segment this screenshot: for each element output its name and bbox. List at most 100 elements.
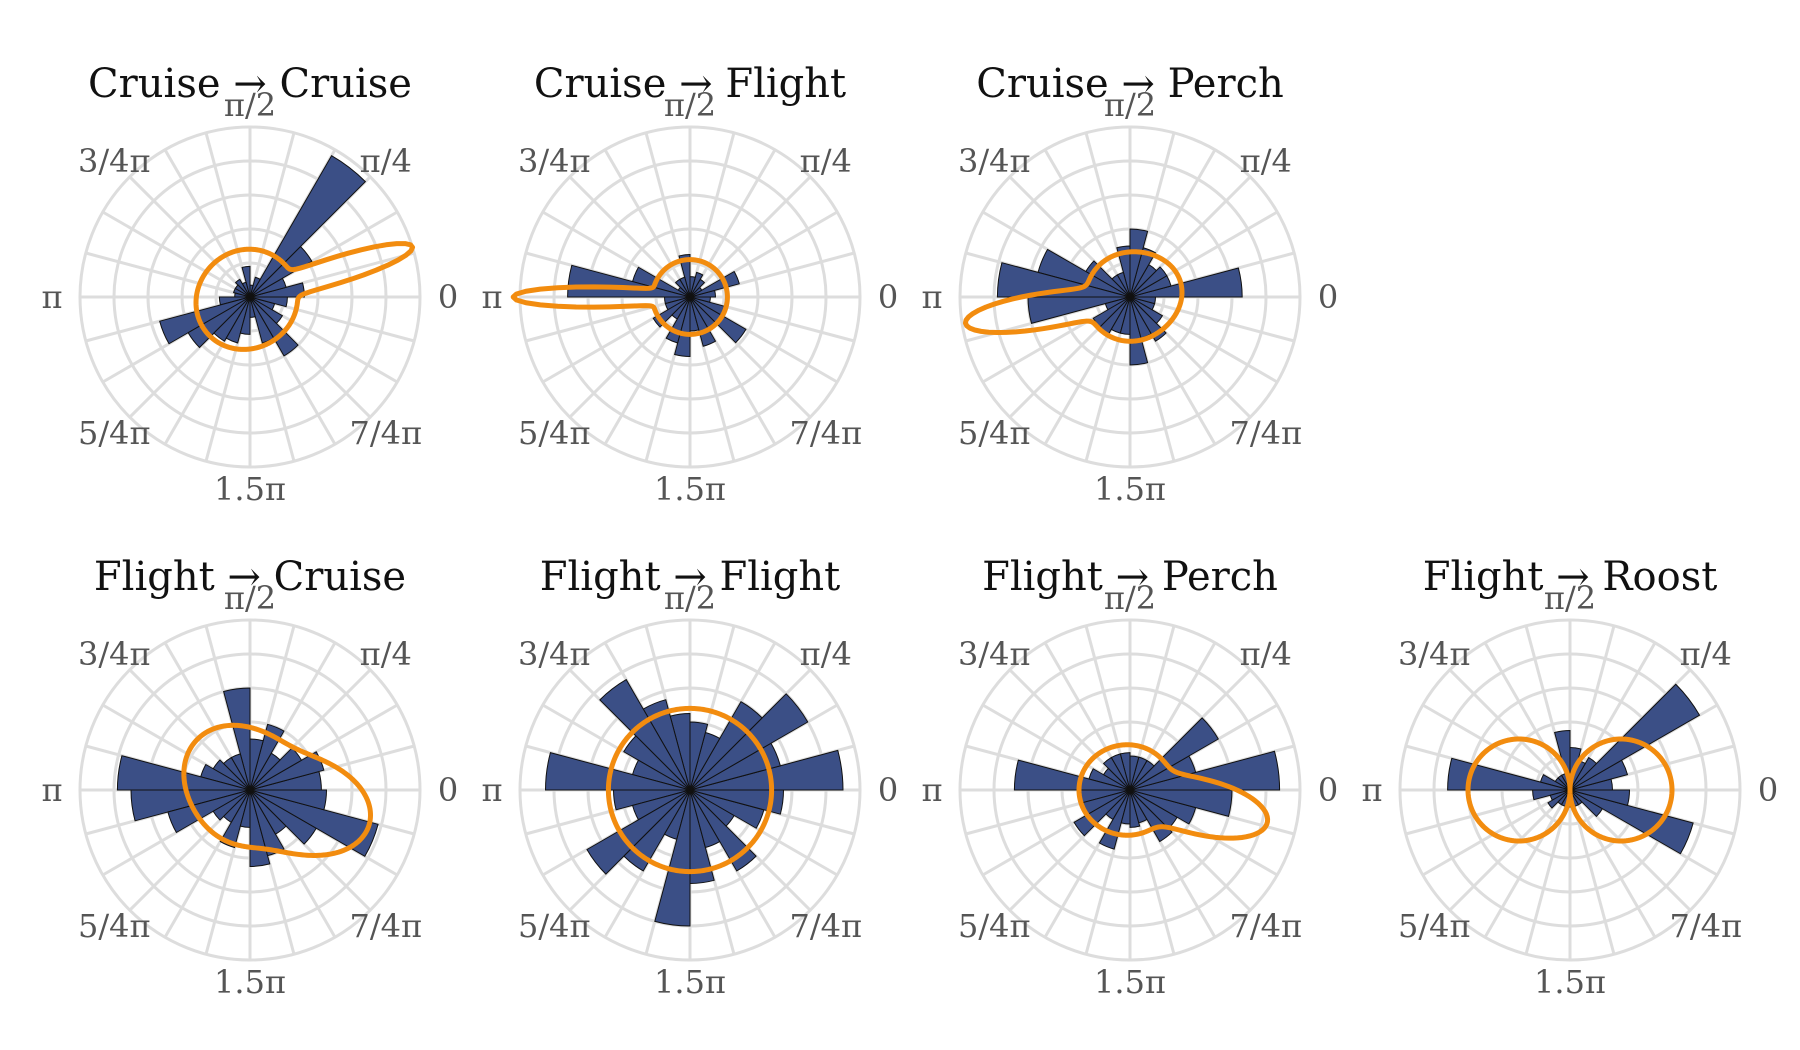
rose-bar xyxy=(249,296,284,325)
tick-label: π/2 xyxy=(664,86,716,124)
tick-label: 1.5π xyxy=(1534,963,1606,1001)
grid-spoke xyxy=(525,295,691,343)
tick-label: 7/4π xyxy=(789,907,862,945)
tick-label: π/4 xyxy=(360,635,412,673)
grid-spoke xyxy=(102,210,251,299)
tick-label: π xyxy=(41,278,62,316)
grid-spoke xyxy=(568,175,692,299)
panel-title-to: Cruise xyxy=(274,554,406,600)
rose-bar xyxy=(249,789,328,811)
panel-title-arrow: → xyxy=(1109,61,1168,107)
rose-bar xyxy=(689,700,763,791)
rose-bar xyxy=(249,296,288,308)
rose-bar xyxy=(249,154,367,298)
tick-label: π/2 xyxy=(664,579,716,617)
panel-title-to: Roost xyxy=(1602,554,1717,600)
rose-bar xyxy=(689,270,740,298)
rose-bar xyxy=(1129,266,1168,298)
polar-panel: 0 π/4 π/2 3/4π π 5/4π 1.5π 7/4π Flight → Flight xyxy=(481,554,898,1001)
rose-bar xyxy=(239,296,251,335)
rose-bar xyxy=(623,789,691,872)
rose-bar xyxy=(232,287,251,298)
tick-label: π/2 xyxy=(1104,579,1156,617)
tick-label: 0 xyxy=(878,278,898,316)
grid-spoke xyxy=(1483,642,1572,791)
rose-bar xyxy=(599,678,691,791)
grid-spoke xyxy=(688,132,736,298)
rose-bar xyxy=(689,789,757,872)
rose-bar xyxy=(586,789,691,875)
rose-bar xyxy=(689,693,809,791)
rose-bar xyxy=(225,296,251,344)
panel-title-arrow: → xyxy=(1103,554,1162,600)
tick-label: 0 xyxy=(1758,771,1778,809)
panel-title: Flight → Flight xyxy=(540,554,841,600)
tick-label: 1.5π xyxy=(214,470,286,508)
tick-label: 3/4π xyxy=(958,635,1031,673)
panel-title-to: Perch xyxy=(1168,61,1284,107)
tick-label: 1.5π xyxy=(214,963,286,1001)
grid-spoke xyxy=(1448,788,1572,912)
panel-title-from: Cruise xyxy=(976,61,1108,107)
tick-label: 5/4π xyxy=(518,907,591,945)
grid-spoke xyxy=(603,149,692,298)
tick-label: 3/4π xyxy=(78,635,151,673)
tick-label: 0 xyxy=(878,771,898,809)
panel-title-arrow: → xyxy=(221,61,280,107)
tick-label: 3/4π xyxy=(518,142,591,180)
panel-title-from: Flight xyxy=(540,554,661,600)
rose-bar xyxy=(1129,296,1164,325)
panel-title-arrow: → xyxy=(666,61,725,107)
panel-title-from: Cruise xyxy=(88,61,220,107)
tick-label: 5/4π xyxy=(958,907,1031,945)
grid-spoke xyxy=(163,149,252,298)
tick-label: π/2 xyxy=(1544,579,1596,617)
tick-label: 3/4π xyxy=(958,142,1031,180)
rose-bar xyxy=(689,789,785,815)
tick-label: 7/4π xyxy=(349,414,422,452)
rose-bar xyxy=(1129,228,1149,298)
panel-title-to: Cruise xyxy=(279,61,411,107)
grid-spoke xyxy=(248,132,296,298)
grid-spoke xyxy=(688,175,812,299)
rose-bar xyxy=(187,296,251,349)
polar-panel: 0 π/4 π/2 3/4π π 5/4π 1.5π 7/4π Flight → Cruise xyxy=(41,554,458,1001)
rose-bar xyxy=(1569,756,1598,791)
tick-label: 0 xyxy=(438,278,458,316)
polar-panel: 0 π/4 π/2 3/4π π 5/4π 1.5π 7/4π Cruise → Cruise xyxy=(41,61,458,508)
rose-bar xyxy=(1569,683,1701,791)
tick-label: 3/4π xyxy=(78,142,151,180)
tick-label: 1.5π xyxy=(1094,963,1166,1001)
tick-label: 5/4π xyxy=(1398,907,1471,945)
density-curve xyxy=(181,722,373,858)
rose-bar xyxy=(167,789,251,834)
rose-bar xyxy=(1073,789,1131,837)
tick-label: π xyxy=(481,771,502,809)
polar-panel: 0 π/4 π/2 3/4π π 5/4π 1.5π 7/4π Flight → Roost xyxy=(1361,554,1778,1001)
tick-label: 0 xyxy=(1318,278,1338,316)
panel-title-to: Perch xyxy=(1162,554,1278,600)
tick-label: 7/4π xyxy=(1229,414,1302,452)
rose-bar xyxy=(674,278,691,298)
polar-panel: 0 π/4 π/2 3/4π π 5/4π 1.5π 7/4π Cruise → Perch xyxy=(921,61,1338,508)
grid-spoke xyxy=(85,251,251,299)
rose-bar xyxy=(249,723,285,791)
tick-label: π xyxy=(921,278,942,316)
rose-bar xyxy=(1569,789,1631,807)
panel-title-arrow: → xyxy=(661,554,720,600)
panel-title: Flight → Perch xyxy=(982,554,1278,600)
rose-bar xyxy=(1129,717,1220,791)
tick-label: π/4 xyxy=(800,142,852,180)
tick-label: π/4 xyxy=(360,142,412,180)
polar-panel: 0 π/4 π/2 3/4π π 5/4π 1.5π 7/4π Flight → Perch xyxy=(921,554,1338,1001)
rose-bar xyxy=(249,276,261,298)
tick-label: 7/4π xyxy=(789,414,862,452)
density-curve xyxy=(605,705,775,875)
rose-bar xyxy=(1102,756,1131,791)
tick-label: 5/4π xyxy=(78,907,151,945)
rose-bar xyxy=(249,296,299,357)
tick-label: 0 xyxy=(438,771,458,809)
panel-title: Flight → Roost xyxy=(1423,554,1718,600)
panel-title-to: Flight xyxy=(725,61,846,107)
density-curve xyxy=(1076,742,1271,841)
